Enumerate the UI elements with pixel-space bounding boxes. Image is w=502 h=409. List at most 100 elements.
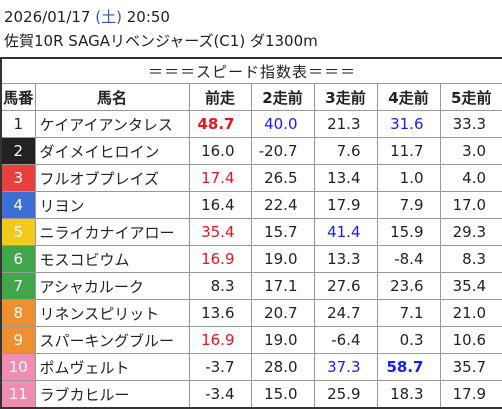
horse-name: ポムヴェルト <box>34 353 190 381</box>
race-title: 佐賀10R SAGAリベンジャーズ(C1) ダ1300m <box>4 32 318 50</box>
speed-index: 41.4 <box>313 218 378 246</box>
speed-index: 13.4 <box>313 164 378 192</box>
horse-number: 7 <box>0 272 36 300</box>
speed-index: 0.3 <box>376 326 441 354</box>
time: 20:50 <box>126 8 170 26</box>
horse-name: モスコビウム <box>34 245 190 273</box>
speed-index: 17.9 <box>439 380 502 409</box>
speed-index: -8.4 <box>376 245 441 273</box>
horse-number: 8 <box>0 299 36 327</box>
speed-index: 1.0 <box>376 164 441 192</box>
table-title: ＝＝＝スピード指数表＝＝＝ <box>0 57 502 84</box>
title-row: ＝＝＝スピード指数表＝＝＝ <box>0 57 502 84</box>
horse-number: 3 <box>0 164 36 192</box>
horse-row: 8 リネンスピリット 13.6 20.7 24.7 7.1 21.0 <box>0 299 502 327</box>
speed-index: 20.7 <box>250 299 315 327</box>
horse-row: 9 スパーキングブルー 16.9 19.0 -6.4 0.3 10.6 <box>0 326 502 354</box>
speed-index: 7.6 <box>313 137 378 165</box>
horse-row: 10 ポムヴェルト -3.7 28.0 37.3 58.7 35.7 <box>0 353 502 381</box>
speed-index: 13.6 <box>188 299 252 327</box>
column-header: 馬番 <box>0 83 36 111</box>
speed-index: 17.4 <box>188 164 252 192</box>
column-header: 2走前 <box>250 83 315 111</box>
horse-row: 5 ニライカナイアロー 35.4 15.7 41.4 15.9 29.3 <box>0 218 502 246</box>
horse-number: 5 <box>0 218 36 246</box>
horse-row: 4 リヨン 16.4 22.4 17.9 7.9 17.0 <box>0 191 502 219</box>
horse-row: 2 ダイメイヒロイン 16.0 -20.7 7.6 11.7 3.0 <box>0 137 502 165</box>
speed-index: 21.0 <box>439 299 502 327</box>
horse-number: 11 <box>0 380 36 409</box>
speed-index: 16.9 <box>188 245 252 273</box>
speed-index: -3.7 <box>188 353 252 381</box>
speed-index: 25.9 <box>313 380 378 409</box>
horse-number: 1 <box>0 110 36 138</box>
speed-index: 22.4 <box>250 191 315 219</box>
speed-index-table: ＝＝＝スピード指数表＝＝＝ 馬番 馬名 前走 2走前 3走前 4走前 5走前 1 ケイアイアンタレ… <box>0 57 502 409</box>
speed-index: 23.6 <box>376 272 441 300</box>
speed-index: 10.6 <box>439 326 502 354</box>
speed-index: 16.9 <box>188 326 252 354</box>
speed-index: 31.6 <box>376 110 441 138</box>
horse-name: ラブカヒルー <box>34 380 190 409</box>
horse-name: フルオブプレイズ <box>34 164 190 192</box>
speed-index: 15.7 <box>250 218 315 246</box>
horse-row: 6 モスコビウム 16.9 19.0 13.3 -8.4 8.3 <box>0 245 502 273</box>
date: 2026/01/17 <box>4 8 91 26</box>
horse-number: 10 <box>0 353 36 381</box>
speed-index: 19.0 <box>250 245 315 273</box>
speed-index: 13.3 <box>313 245 378 273</box>
column-header: 前走 <box>188 83 252 111</box>
column-header: 3走前 <box>313 83 378 111</box>
horse-row: 3 フルオブプレイズ 17.4 26.5 13.4 1.0 4.0 <box>0 164 502 192</box>
speed-index: 19.0 <box>250 326 315 354</box>
horse-name: ケイアイアンタレス <box>34 110 190 138</box>
horse-row: 11 ラブカヒルー -3.4 15.0 25.9 18.3 17.9 <box>0 380 502 409</box>
speed-index: 16.0 <box>188 137 252 165</box>
horse-row: 1 ケイアイアンタレス 48.7 40.0 21.3 31.6 33.3 <box>0 110 502 138</box>
speed-index: 35.7 <box>439 353 502 381</box>
weekday: (土) <box>95 8 122 26</box>
horse-name: リヨン <box>34 191 190 219</box>
speed-index: -20.7 <box>250 137 315 165</box>
speed-index: 35.4 <box>188 218 252 246</box>
horse-name: リネンスピリット <box>34 299 190 327</box>
column-header: 4走前 <box>376 83 441 111</box>
speed-index: 4.0 <box>439 164 502 192</box>
speed-index: 37.3 <box>313 353 378 381</box>
horse-number: 9 <box>0 326 36 354</box>
speed-index: 7.9 <box>376 191 441 219</box>
speed-index: 40.0 <box>250 110 315 138</box>
speed-index: 17.1 <box>250 272 315 300</box>
speed-index: 29.3 <box>439 218 502 246</box>
speed-index: 58.7 <box>376 353 441 381</box>
speed-index: 15.9 <box>376 218 441 246</box>
speed-index: 18.3 <box>376 380 441 409</box>
horse-number: 6 <box>0 245 36 273</box>
date-line: 2026/01/17 (土) 20:50 <box>4 6 170 27</box>
speed-index: 8.3 <box>188 272 252 300</box>
horse-number: 4 <box>0 191 36 219</box>
horse-row: 7 アシャカルーク 8.3 17.1 27.6 23.6 35.4 <box>0 272 502 300</box>
speed-index: 26.5 <box>250 164 315 192</box>
speed-index: 11.7 <box>376 137 441 165</box>
column-header: 5走前 <box>439 83 502 111</box>
header-row: 馬番 馬名 前走 2走前 3走前 4走前 5走前 <box>0 83 502 111</box>
speed-index: -3.4 <box>188 380 252 409</box>
horse-name: スパーキングブルー <box>34 326 190 354</box>
horse-name: アシャカルーク <box>34 272 190 300</box>
speed-index: 48.7 <box>188 110 252 138</box>
speed-index: 15.0 <box>250 380 315 409</box>
speed-index: 28.0 <box>250 353 315 381</box>
speed-index: 17.0 <box>439 191 502 219</box>
horse-number: 2 <box>0 137 36 165</box>
horse-name: ダイメイヒロイン <box>34 137 190 165</box>
speed-index: 35.4 <box>439 272 502 300</box>
speed-index: 27.6 <box>313 272 378 300</box>
speed-index: -6.4 <box>313 326 378 354</box>
speed-index: 3.0 <box>439 137 502 165</box>
speed-index: 21.3 <box>313 110 378 138</box>
speed-index: 24.7 <box>313 299 378 327</box>
speed-index: 7.1 <box>376 299 441 327</box>
speed-index: 33.3 <box>439 110 502 138</box>
